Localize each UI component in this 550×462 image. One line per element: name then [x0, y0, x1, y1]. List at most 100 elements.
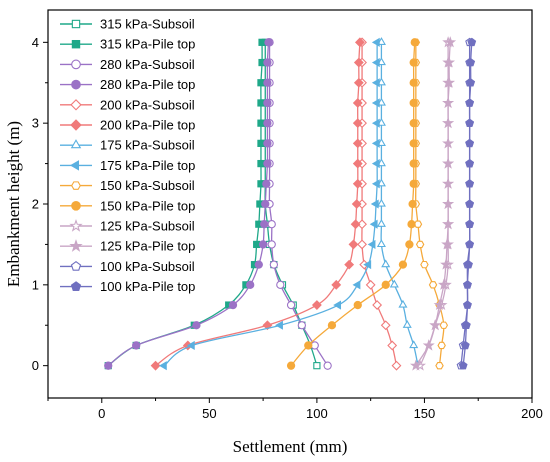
- y-tick-label: 4: [32, 35, 39, 50]
- series-layer: [104, 36, 477, 371]
- data-point: [458, 361, 468, 370]
- legend-label: 200 kPa-Subsoil: [100, 97, 195, 112]
- data-point: [371, 78, 380, 88]
- data-point: [461, 320, 471, 330]
- data-point: [463, 300, 472, 309]
- legend-marker: [70, 99, 82, 111]
- legend-entry: 280 kPa-Pile top: [60, 77, 195, 92]
- data-point: [304, 341, 313, 350]
- data-point: [420, 260, 429, 269]
- data-point: [350, 219, 361, 230]
- legend-label: 125 kPa-Subsoil: [100, 219, 195, 234]
- legend-entry: 175 kPa-Subsoil: [60, 138, 195, 153]
- data-point: [398, 299, 408, 308]
- data-point: [464, 259, 473, 269]
- data-point: [344, 259, 355, 270]
- data-point: [297, 321, 306, 330]
- data-point: [442, 157, 454, 169]
- legend-marker: [71, 181, 81, 190]
- data-point: [440, 258, 452, 270]
- legend-marker: [70, 139, 82, 149]
- data-point: [263, 98, 272, 108]
- legend-marker: [69, 160, 80, 171]
- data-point: [263, 159, 272, 168]
- y-tick-label: 2: [32, 197, 39, 212]
- legend-label: 200 kPa-Pile top: [100, 118, 195, 133]
- data-point: [467, 37, 477, 47]
- data-point: [376, 218, 386, 227]
- legend-label: 175 kPa-Subsoil: [100, 138, 195, 153]
- data-point: [253, 240, 261, 249]
- x-tick-label: 100: [306, 406, 328, 421]
- data-point: [381, 259, 391, 268]
- data-point: [409, 58, 418, 67]
- data-point: [286, 361, 296, 370]
- legend-label: 100 kPa-Subsoil: [100, 259, 195, 274]
- axes-layer: 0 50 100 150 200 0 1 2 3 4: [32, 9, 543, 421]
- legend-marker: [69, 239, 83, 252]
- data-point: [463, 280, 472, 289]
- legend-entry: 150 kPa-Pile top: [60, 198, 195, 213]
- series-150-kpa-pile-top: [286, 38, 419, 370]
- data-point: [104, 361, 113, 370]
- data-point: [371, 37, 380, 47]
- series-280-kpa-subsoil: [265, 38, 332, 370]
- data-point: [365, 279, 376, 290]
- data-point: [376, 198, 386, 207]
- data-point: [264, 38, 273, 47]
- legend-entry: 125 kPa-Pile top: [60, 239, 195, 254]
- data-point: [465, 98, 475, 107]
- data-point: [465, 138, 475, 148]
- data-point: [352, 158, 363, 169]
- data-point: [439, 321, 449, 329]
- data-point: [192, 321, 201, 330]
- data-point: [409, 159, 418, 168]
- data-point: [257, 79, 265, 87]
- legend-marker: [71, 59, 81, 70]
- data-point: [391, 360, 402, 371]
- data-point: [409, 340, 419, 349]
- data-point: [407, 220, 416, 229]
- data-point: [442, 177, 454, 189]
- data-point: [150, 360, 161, 371]
- data-point: [371, 58, 380, 68]
- data-point: [369, 219, 378, 229]
- data-point: [333, 300, 342, 310]
- data-point: [437, 278, 450, 290]
- data-point: [409, 98, 418, 108]
- data-point: [311, 300, 322, 310]
- series-200-kpa-pile-top: [150, 37, 365, 371]
- legend-label: 315 kPa-Pile top: [100, 37, 195, 52]
- data-point: [257, 99, 265, 107]
- y-axis-title: Embankment height (m): [4, 121, 23, 287]
- legend-entry: 150 kPa-Subsoil: [60, 178, 195, 193]
- data-point: [257, 159, 265, 168]
- data-point: [443, 76, 456, 88]
- data-point: [371, 118, 380, 128]
- data-point: [402, 320, 412, 328]
- data-point: [444, 36, 457, 48]
- data-point: [442, 96, 454, 108]
- data-point: [409, 139, 418, 148]
- data-point: [465, 219, 475, 228]
- data-point: [442, 116, 454, 129]
- data-point: [371, 159, 380, 169]
- data-point: [352, 98, 363, 108]
- data-point: [465, 179, 475, 188]
- data-point: [367, 239, 376, 249]
- data-point: [357, 239, 367, 250]
- data-point: [405, 240, 414, 249]
- data-point: [387, 340, 398, 351]
- x-tick-label: 50: [202, 406, 216, 421]
- data-point: [376, 239, 386, 248]
- data-point: [132, 341, 141, 350]
- data-point: [263, 78, 272, 87]
- data-point: [327, 321, 337, 330]
- legend-label: 315 kPa-Subsoil: [100, 17, 195, 32]
- data-point: [275, 320, 283, 330]
- series-125-kpa-pile-top: [409, 36, 457, 371]
- data-point: [258, 38, 266, 46]
- series-line: [419, 42, 449, 366]
- data-point: [257, 139, 265, 147]
- series-175-kpa-pile-top: [158, 37, 380, 371]
